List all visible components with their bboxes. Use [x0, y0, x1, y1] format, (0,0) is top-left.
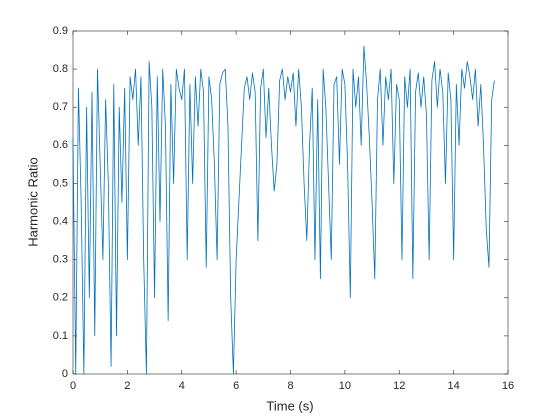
y-axis-label: Harmonic Ratio — [25, 157, 40, 247]
y-tick-label: 0.6 — [53, 139, 68, 151]
data-line — [72, 45, 495, 375]
x-tick-label: 14 — [448, 380, 460, 392]
y-tick-label: 0.9 — [53, 25, 68, 37]
y-tick-label: 0.2 — [53, 292, 68, 304]
y-tick-label: 0 — [62, 368, 68, 380]
plot-area — [72, 30, 509, 375]
x-tick-label: 10 — [339, 380, 351, 392]
x-tick-label: 4 — [179, 380, 185, 392]
x-axis-label: Time (s) — [266, 398, 313, 413]
y-tick-label: 0.8 — [53, 63, 68, 75]
y-tick-label: 0.1 — [53, 330, 68, 342]
y-tick-label: 0.5 — [53, 177, 68, 189]
x-tick-label: 16 — [502, 380, 514, 392]
x-tick-label: 0 — [70, 380, 76, 392]
x-tick-label: 6 — [233, 380, 239, 392]
y-tick-label: 0.3 — [53, 254, 68, 266]
y-tick-label: 0.4 — [53, 215, 68, 227]
x-tick-label: 12 — [393, 380, 405, 392]
y-tick-label: 0.7 — [53, 101, 68, 113]
x-tick-label: 2 — [124, 380, 130, 392]
x-tick-label: 8 — [287, 380, 293, 392]
